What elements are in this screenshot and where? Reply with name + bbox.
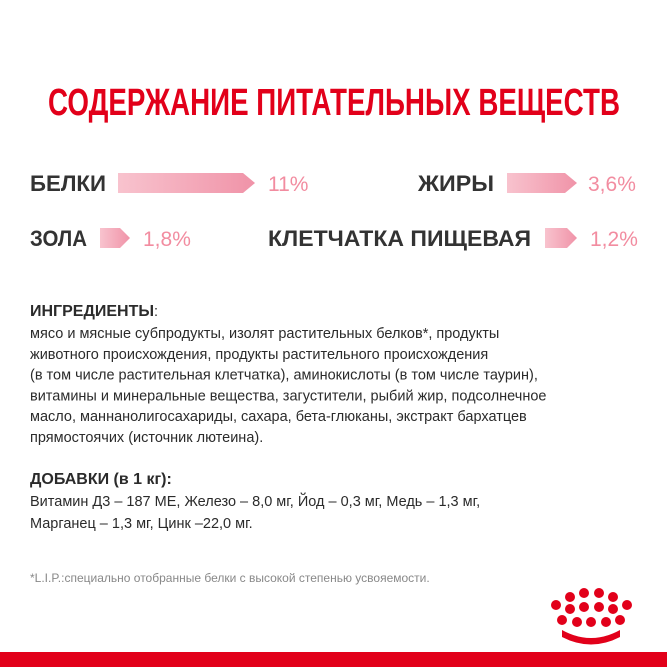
logo	[551, 588, 632, 645]
footer-bar	[0, 652, 667, 667]
text-line: прямостоячих (источник лютеина).	[30, 430, 263, 446]
ingredients: мясо и мясные субпродукты, изолят растит…	[30, 326, 546, 446]
ingredients-heading: ИНГРЕДИЕНТЫ:	[30, 303, 158, 320]
text-line: масло, маннанолигосахариды, сахара, бета…	[30, 409, 527, 425]
text-line: витамины и минеральные вещества, загусти…	[30, 388, 546, 404]
text-line: мясо и мясные субпродукты, изолят растит…	[30, 326, 499, 342]
text-line: (в том числе растительная клетчатка), ам…	[30, 368, 538, 384]
footnote: *L.I.P.:специально отобранные белки с вы…	[30, 571, 430, 585]
text-line: животного происхождения, продукты растит…	[30, 347, 488, 363]
nutrient-arrow	[100, 228, 130, 248]
nutrient-name: КЛЕТЧАТКА ПИЩЕВАЯ	[268, 226, 531, 251]
nutrient-value: 1,2%	[590, 228, 638, 251]
nutrient-name: ЗОЛА	[30, 226, 87, 251]
nutrient-arrow	[118, 173, 255, 193]
additives-heading: ДОБАВКИ (в 1 кг):	[30, 471, 172, 488]
additives: Витамин Д3 – 187 МЕ, Железо – 8,0 мг, Йо…	[30, 492, 480, 532]
text-line: Марганец – 1,3 мг, Цинк –22,0 мг.	[30, 516, 253, 532]
title: СОДЕРЖАНИЕ ПИТАТЕЛЬНЫХ ВЕЩЕСТВ	[48, 82, 620, 124]
colon: :	[154, 304, 158, 320]
nutrient-value: 3,6%	[588, 173, 636, 196]
nutrient-value: 11%	[268, 173, 308, 196]
heading: ИНГРЕДИЕНТЫ	[30, 303, 154, 320]
nutrient-value: 1,8%	[143, 228, 191, 251]
nutrient-arrow	[507, 173, 577, 193]
nutrient-name: БЕЛКИ	[30, 171, 106, 196]
text-line: Витамин Д3 – 187 МЕ, Железо – 8,0 мг, Йо…	[30, 492, 480, 510]
nutrient-name: ЖИРЫ	[417, 171, 494, 196]
nutrient-arrow	[545, 228, 577, 248]
